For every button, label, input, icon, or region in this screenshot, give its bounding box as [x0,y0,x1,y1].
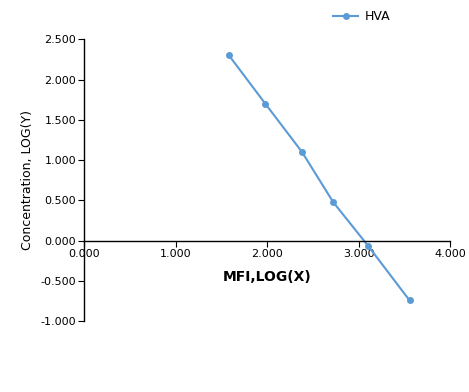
HVA [299,150,305,154]
HVA [263,102,268,106]
HVA [330,200,336,205]
X-axis label: MFI,LOG(X): MFI,LOG(X) [223,270,312,284]
Legend: HVA: HVA [328,5,395,28]
Line: HVA: HVA [226,53,412,303]
HVA [226,53,232,58]
HVA [365,243,371,248]
Y-axis label: Concentration, LOG(Y): Concentration, LOG(Y) [21,110,33,250]
HVA [407,298,412,303]
